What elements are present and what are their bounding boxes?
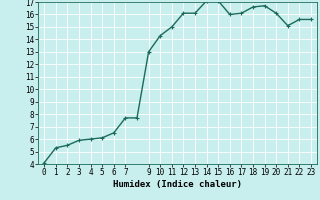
X-axis label: Humidex (Indice chaleur): Humidex (Indice chaleur): [113, 180, 242, 189]
